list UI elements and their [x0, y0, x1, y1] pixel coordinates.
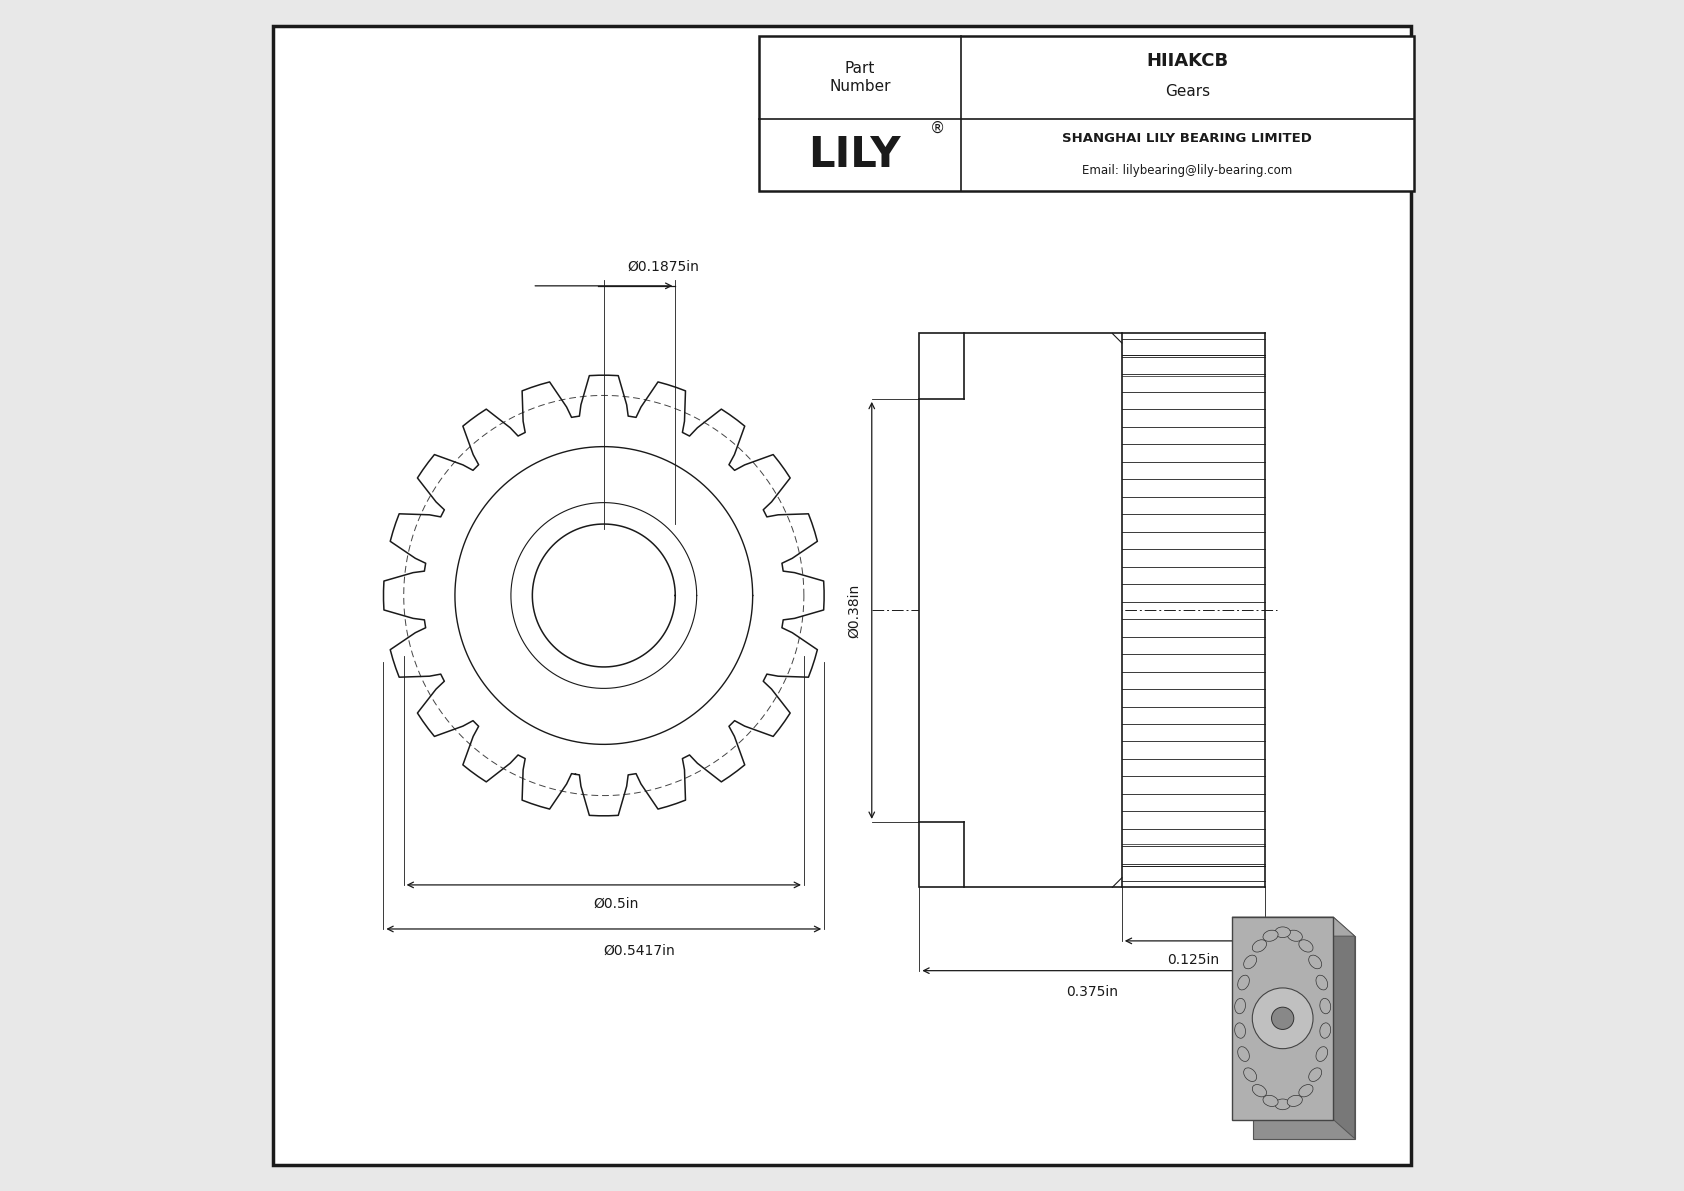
- Ellipse shape: [1275, 927, 1290, 937]
- FancyBboxPatch shape: [919, 333, 1122, 887]
- Ellipse shape: [1298, 940, 1314, 952]
- Ellipse shape: [1315, 975, 1327, 990]
- Ellipse shape: [1238, 1047, 1250, 1061]
- Ellipse shape: [1308, 1068, 1322, 1081]
- Ellipse shape: [1308, 955, 1322, 968]
- Ellipse shape: [1234, 1023, 1246, 1039]
- Ellipse shape: [1238, 975, 1250, 990]
- FancyBboxPatch shape: [758, 36, 1413, 191]
- Text: Gears: Gears: [1165, 85, 1209, 99]
- Ellipse shape: [1253, 940, 1266, 952]
- Ellipse shape: [1263, 1096, 1278, 1106]
- Ellipse shape: [1317, 954, 1327, 964]
- Ellipse shape: [1292, 948, 1303, 956]
- Text: Ø0.1875in: Ø0.1875in: [628, 260, 699, 274]
- Ellipse shape: [1340, 1008, 1351, 1019]
- Ellipse shape: [1271, 1008, 1293, 1029]
- FancyBboxPatch shape: [1233, 917, 1334, 1120]
- Ellipse shape: [1320, 1023, 1330, 1039]
- Ellipse shape: [1263, 985, 1273, 997]
- Ellipse shape: [1315, 1047, 1327, 1061]
- Text: Ø0.38in: Ø0.38in: [847, 584, 861, 637]
- Text: SHANGHAI LILY BEARING LIMITED: SHANGHAI LILY BEARING LIMITED: [1063, 132, 1312, 144]
- Ellipse shape: [1275, 1099, 1290, 1110]
- Ellipse shape: [1342, 1031, 1351, 1043]
- Ellipse shape: [1287, 930, 1302, 941]
- Ellipse shape: [1263, 930, 1278, 941]
- Ellipse shape: [1327, 967, 1337, 978]
- Text: Ø0.5417in: Ø0.5417in: [603, 943, 675, 958]
- Ellipse shape: [1244, 955, 1256, 968]
- Ellipse shape: [1253, 989, 1314, 1049]
- Ellipse shape: [1280, 954, 1292, 964]
- Text: Ø0.5in: Ø0.5in: [593, 897, 638, 911]
- Ellipse shape: [1335, 985, 1346, 997]
- Ellipse shape: [1258, 1008, 1266, 1019]
- Text: 0.125in: 0.125in: [1167, 953, 1219, 967]
- Polygon shape: [1233, 917, 1354, 936]
- Ellipse shape: [1320, 998, 1330, 1014]
- Text: 0.375in: 0.375in: [1066, 985, 1118, 999]
- FancyBboxPatch shape: [273, 26, 1411, 1165]
- Ellipse shape: [1258, 1055, 1266, 1067]
- Polygon shape: [1334, 917, 1354, 1139]
- Text: Part
Number: Part Number: [829, 61, 891, 94]
- Ellipse shape: [1256, 1031, 1265, 1043]
- Ellipse shape: [1244, 1068, 1256, 1081]
- Text: Email: lilybearing@lily-bearing.com: Email: lilybearing@lily-bearing.com: [1083, 164, 1293, 176]
- Ellipse shape: [1271, 967, 1282, 978]
- Text: ®: ®: [930, 121, 945, 136]
- Ellipse shape: [1234, 998, 1246, 1014]
- Ellipse shape: [1287, 1096, 1302, 1106]
- FancyBboxPatch shape: [1253, 936, 1354, 1139]
- Ellipse shape: [1253, 1085, 1266, 1097]
- Ellipse shape: [1305, 948, 1317, 956]
- Text: LILY: LILY: [808, 133, 901, 176]
- Text: HIIAKCB: HIIAKCB: [1147, 51, 1228, 70]
- Ellipse shape: [1298, 1085, 1314, 1097]
